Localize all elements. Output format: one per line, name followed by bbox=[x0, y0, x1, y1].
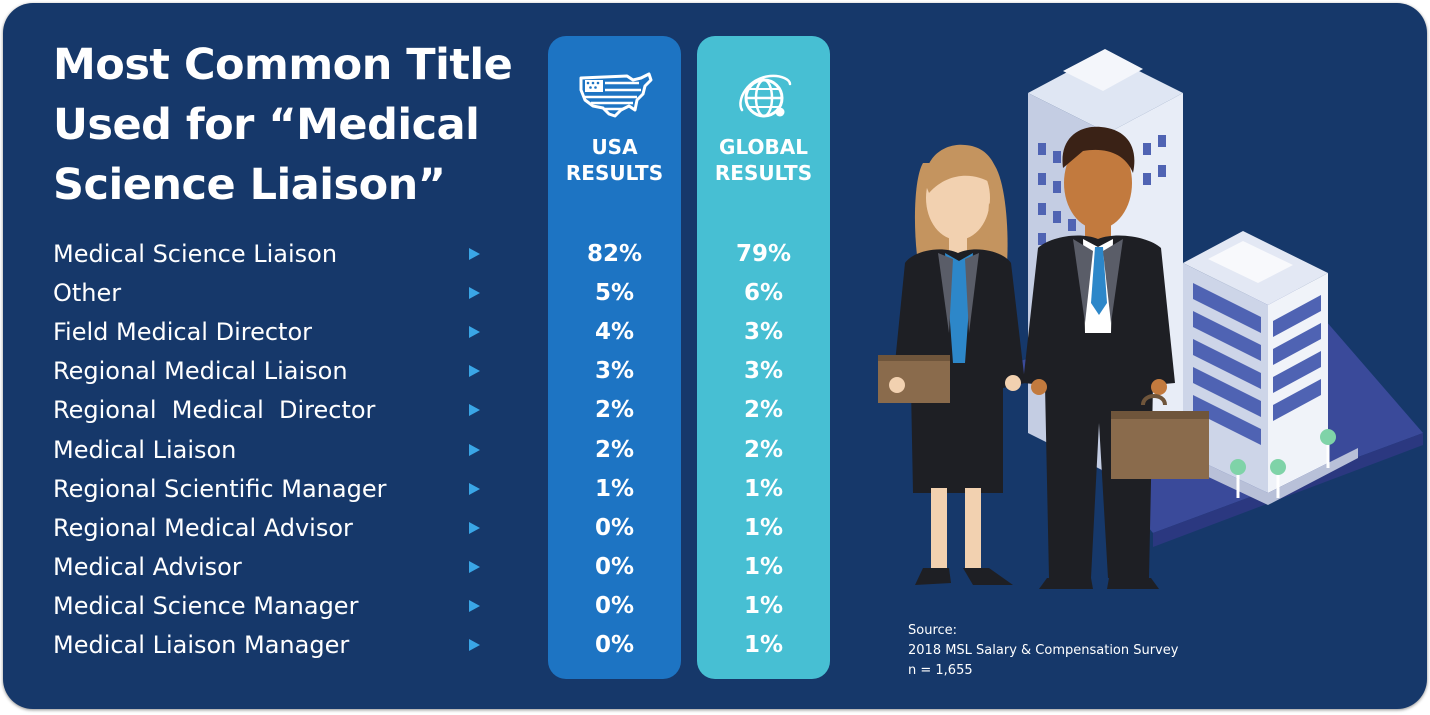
usa-value: 1% bbox=[594, 475, 635, 502]
header-line: RESULTS bbox=[565, 161, 664, 185]
row-arrow-icon bbox=[469, 248, 480, 260]
source-survey: 2018 MSL Salary & Compensation Survey bbox=[908, 643, 1179, 658]
global-value: 2% bbox=[743, 397, 784, 424]
row-label: Regional Medical Director bbox=[53, 396, 376, 425]
usa-value: 0% bbox=[594, 553, 635, 580]
usa-value: 0% bbox=[594, 514, 635, 541]
row-arrow-icon bbox=[469, 287, 480, 300]
globe-icon bbox=[697, 70, 830, 130]
man-figure-icon bbox=[1023, 126, 1209, 589]
global-value: 1% bbox=[743, 514, 784, 541]
woman-figure-icon bbox=[878, 144, 1025, 585]
usa-map-flag-icon bbox=[548, 70, 681, 126]
row-arrow-icon bbox=[469, 365, 480, 378]
title-line: Most Common Title bbox=[53, 40, 513, 90]
usa-value: 2% bbox=[594, 397, 635, 424]
row-arrow-icon bbox=[469, 639, 480, 651]
global-value: 1% bbox=[743, 475, 784, 502]
usa-value: 3% bbox=[594, 358, 635, 385]
business-people-illustration bbox=[878, 49, 1423, 589]
usa-results-header: USA RESULTS bbox=[548, 134, 681, 186]
global-value: 1% bbox=[743, 553, 784, 580]
usa-value: 82% bbox=[586, 241, 643, 267]
row-arrow-icon bbox=[469, 482, 480, 495]
row-label: Other bbox=[53, 279, 122, 308]
header-line: RESULTS bbox=[714, 161, 813, 185]
usa-value: 4% bbox=[594, 319, 635, 346]
source-note: Source: 2018 MSL Salary & Compensation S… bbox=[908, 621, 1178, 681]
row-label: Medical Science Liaison bbox=[53, 240, 338, 268]
usa-value: 5% bbox=[594, 280, 635, 307]
global-value: 1% bbox=[743, 592, 784, 619]
row-label: Regional Medical Liaison bbox=[53, 357, 348, 386]
row-label: Medical Science Manager bbox=[53, 591, 359, 620]
global-results-column: GLOBAL RESULTS bbox=[697, 36, 830, 679]
global-value: 3% bbox=[743, 358, 784, 385]
infographic-card: Most Common Title Used for “Medical Scie… bbox=[3, 3, 1427, 709]
row-label: Medical Advisor bbox=[53, 552, 242, 581]
row-arrow-icon bbox=[469, 326, 480, 339]
row-arrow-icon bbox=[469, 560, 480, 573]
row-arrow-icon bbox=[469, 599, 480, 612]
global-results-header: GLOBAL RESULTS bbox=[697, 134, 830, 186]
row-label: Field Medical Director bbox=[53, 318, 313, 347]
row-arrow-icon bbox=[469, 404, 480, 417]
row-label: Medical Liaison Manager bbox=[53, 631, 350, 659]
global-value: 6% bbox=[743, 280, 784, 307]
header-line: GLOBAL bbox=[719, 135, 808, 159]
usa-value: 0% bbox=[594, 632, 635, 658]
row-label: Regional Medical Advisor bbox=[53, 513, 353, 542]
infographic-title: Most Common Title Used for “Medical Scie… bbox=[53, 35, 533, 215]
usa-value: 0% bbox=[594, 592, 635, 619]
source-sample-size: n = 1,655 bbox=[908, 663, 973, 678]
usa-value: 2% bbox=[594, 436, 635, 463]
tree-icon bbox=[1230, 429, 1336, 498]
title-line: Used for “Medical bbox=[53, 100, 480, 150]
row-arrow-icon bbox=[469, 521, 480, 534]
title-line: Science Liaison” bbox=[53, 160, 446, 210]
global-value: 2% bbox=[743, 436, 784, 463]
header-line: USA bbox=[591, 135, 638, 159]
source-label: Source: bbox=[908, 623, 958, 638]
global-value: 79% bbox=[735, 241, 792, 267]
row-label: Medical Liaison bbox=[53, 435, 237, 464]
row-arrow-icon bbox=[469, 443, 480, 456]
usa-results-column: USA RESULTS bbox=[548, 36, 681, 679]
global-value: 1% bbox=[743, 632, 784, 658]
global-value: 3% bbox=[743, 319, 784, 346]
row-label: Regional Scientific Manager bbox=[53, 474, 387, 503]
